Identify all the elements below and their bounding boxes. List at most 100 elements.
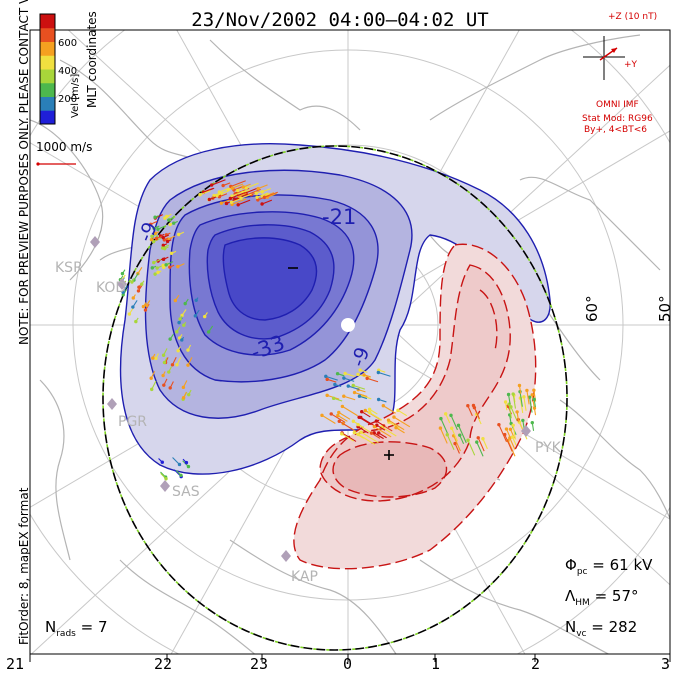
velocity-vector-origin — [324, 374, 328, 379]
velocity-vector-origin — [224, 201, 229, 206]
velocity-vector-origin — [320, 413, 324, 418]
nrads-symbol: N — [45, 618, 57, 636]
velocity-vector-origin — [151, 239, 156, 244]
velocity-colorbar — [39, 13, 56, 125]
velocity-vector-origin — [177, 462, 182, 467]
velocity-vector — [453, 435, 461, 452]
velocity-vector-origin — [130, 280, 134, 284]
velocity-vector-origin — [337, 419, 341, 424]
velocity-vector-origin — [241, 185, 246, 189]
lat-label-50: 50° — [656, 295, 674, 322]
velocity-vector-origin — [443, 412, 448, 416]
velocity-vector-origin — [140, 282, 144, 286]
mlt-ticks — [29, 654, 671, 662]
velocity-vector-origin — [532, 397, 536, 401]
velocity-vector — [529, 397, 533, 413]
velocity-vector-origin — [207, 197, 212, 202]
velocity-vector-origin — [368, 410, 372, 415]
velocity-vector-origin — [372, 424, 377, 429]
velocity-vector — [358, 416, 372, 426]
velocity-vector — [232, 183, 244, 189]
mlt-label-2: 2 — [531, 655, 541, 673]
velocity-vector-origin — [377, 431, 381, 435]
velocity-vector — [341, 433, 355, 442]
contour-label-neg21: -21 — [322, 205, 356, 229]
velocity-vector — [393, 416, 411, 428]
colorbar-segment — [40, 82, 55, 97]
velocity-vector-origin — [511, 423, 515, 427]
velocity-vector — [257, 195, 270, 201]
velocity-vector-origin — [161, 235, 165, 240]
velocity-vector-origin — [179, 473, 183, 477]
velocity-vector-origin — [362, 373, 366, 377]
velocity-vector-origin — [356, 432, 360, 437]
velocity-vector-origin — [260, 202, 264, 206]
velocity-vector — [373, 432, 384, 440]
velocity-vector-origin — [150, 266, 155, 270]
velocity-vector-origin — [527, 395, 532, 399]
velocity-vector — [509, 437, 516, 450]
velocity-vector — [344, 372, 356, 378]
velocity-vector-origin — [152, 226, 156, 231]
velocity-vector-origin — [521, 418, 525, 423]
velocity-vector — [388, 421, 400, 429]
velocity-vector-origin — [150, 234, 154, 239]
colorbar-segment — [40, 55, 55, 70]
velocity-vector — [321, 414, 336, 424]
radar-label-pyk: PYK — [535, 440, 562, 456]
colorbar-segment — [40, 41, 55, 56]
velocity-vector-origin — [173, 298, 178, 303]
velocity-vector — [512, 425, 516, 440]
velocity-vector-origin — [356, 422, 360, 427]
velocity-vector-origin — [186, 464, 191, 469]
imf-stat-mod: Stat Mod: RG96 — [582, 114, 653, 124]
phi-value: = 61 kV — [592, 556, 653, 574]
velocity-vector-origin — [497, 422, 501, 427]
velocity-vector — [240, 193, 252, 199]
velocity-vector-origin — [136, 289, 141, 293]
velocity-vector-origin — [183, 301, 187, 306]
velocity-vector-origin — [198, 193, 202, 197]
velocity-vector — [357, 424, 372, 433]
velocity-vector-origin — [386, 418, 391, 422]
velocity-vector-origin — [170, 363, 175, 367]
velocity-vector-origin — [360, 410, 364, 414]
velocity-vector-origin — [449, 413, 453, 418]
velocity-vector — [343, 377, 355, 382]
velocity-vector-origin — [325, 377, 329, 382]
colorbar-segment — [40, 96, 55, 111]
velocity-vector-origin — [168, 265, 172, 269]
velocity-vector-origin — [333, 382, 337, 387]
velocity-vector-origin — [153, 231, 158, 235]
velocity-vector-origin — [152, 260, 156, 265]
velocity-vector-origin — [149, 238, 154, 242]
radar-marker-sas — [160, 480, 170, 492]
velocity-vector-origin — [186, 348, 190, 352]
velocity-vector-origin — [221, 183, 225, 188]
phi-symbol: Φ — [565, 556, 577, 574]
velocity-vector — [476, 441, 484, 457]
velocity-vector-origin — [475, 440, 479, 444]
velocity-vector-origin — [331, 396, 336, 401]
velocity-vector-origin — [525, 388, 529, 393]
velocity-vector — [477, 437, 485, 452]
velocity-vector-origin — [481, 437, 485, 441]
velocity-vector-origin — [255, 195, 259, 199]
velocity-vector-origin — [337, 410, 341, 415]
velocity-vector — [510, 406, 518, 422]
velocity-vector — [482, 438, 488, 450]
nrads-value: = 7 — [80, 618, 108, 636]
velocity-vector-origin — [134, 319, 138, 324]
velocity-vector-origin — [149, 376, 153, 380]
velocity-vector — [374, 426, 392, 438]
velocity-vector — [451, 428, 459, 442]
velocity-vector-origin — [212, 193, 216, 198]
velocity-vector-origin — [176, 232, 181, 237]
velocity-vector — [211, 179, 226, 186]
velocity-vector-origin — [155, 266, 159, 270]
positive-contours — [293, 243, 537, 570]
mlt-label-3: 3 — [661, 655, 671, 673]
velocity-vector — [234, 193, 249, 200]
velocity-vector-origin — [186, 363, 190, 367]
